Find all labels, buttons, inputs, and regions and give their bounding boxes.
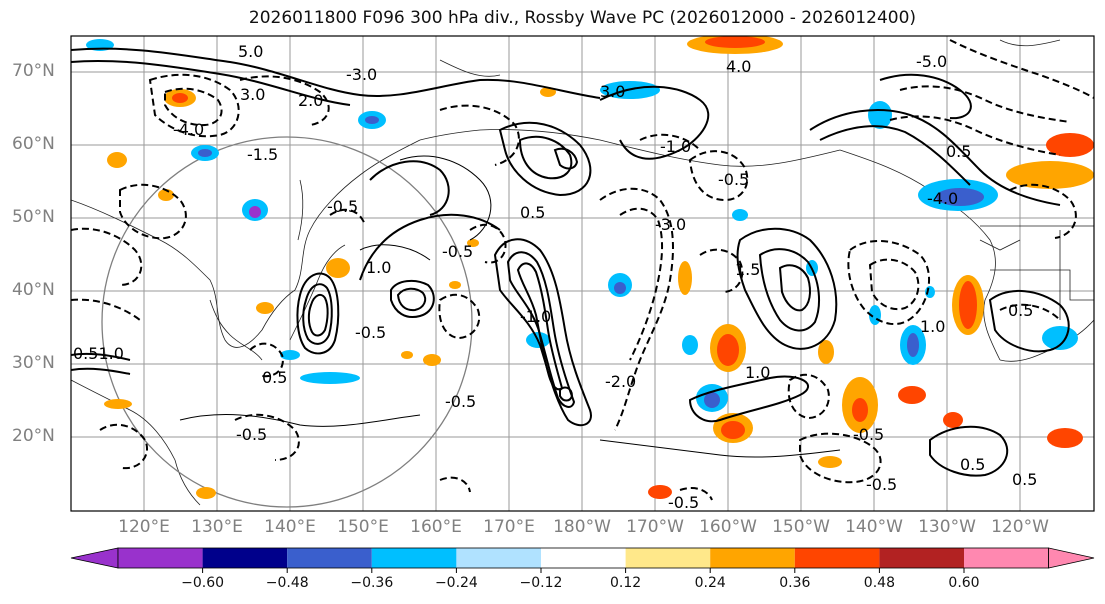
negative-contours — [71, 39, 1094, 501]
contour-label-m2-0: -2.0 — [605, 372, 636, 391]
colorbar-tick-label: 0.36 — [779, 575, 811, 591]
map-border — [70, 35, 1095, 512]
reference-circle — [101, 136, 473, 508]
colorbar-swatch-5 — [456, 548, 541, 568]
colorbar-swatch-3 — [287, 548, 372, 568]
lat-label-70n: 70°N — [12, 61, 55, 81]
map-title: 2026011800 F096 300 hPa div., Rossby Wav… — [248, 8, 917, 28]
lat-label-20n: 20°N — [12, 426, 55, 446]
contour-label-3-0: 3.0 — [240, 85, 265, 104]
contour-label-1-5: 1.5 — [735, 260, 760, 279]
lon-label-180w: 180°W — [553, 517, 611, 537]
colorbar-swatch-4 — [371, 548, 457, 568]
contour-label-0-5b: 0.5 — [262, 368, 287, 387]
lon-label-170e: 170°E — [483, 517, 535, 537]
colorbar-tick-label: 0.60 — [948, 575, 980, 591]
contour-label-m5-0: -5.0 — [916, 52, 947, 71]
contour-label-1-0: 1.0 — [366, 258, 391, 277]
contour-label-m1-0: -1.0 — [660, 137, 691, 156]
contour-label-3-0b: 3.0 — [600, 82, 625, 101]
colorbar-outline — [117, 547, 1049, 569]
contour-label-0-5d: 0.5 — [946, 142, 971, 161]
colorbar-swatch-9 — [794, 548, 880, 568]
contour-label-m0-5b: -0.5 — [718, 170, 749, 189]
contour-label-m0-5e: -0.5 — [668, 493, 699, 512]
lat-label-50n: 50°N — [12, 207, 55, 227]
positive-contours — [71, 47, 1070, 477]
contour-label-0-5: 0.5 — [520, 203, 545, 222]
lon-label-160w: 160°W — [699, 517, 757, 537]
contour-label-m4-0: -4.0 — [173, 120, 204, 139]
colorbar-swatch-10 — [879, 548, 964, 568]
contour-label-m3-0b: -3.0 — [655, 215, 686, 234]
colorbar-swatch-6 — [541, 548, 626, 568]
contour-label-2-0: 2.0 — [298, 91, 323, 110]
contour-label-0-5f: 0.51.0 — [73, 344, 124, 363]
contour-label-0-5c: 0.5 — [1012, 470, 1037, 489]
lon-label-150w: 150°W — [772, 517, 830, 537]
zero-contours — [179, 155, 841, 458]
contour-label-4-0: 4.0 — [726, 57, 751, 76]
colorbar-tick-label: −0.24 — [434, 575, 478, 591]
colorbar-tick-label: 0.12 — [610, 575, 642, 591]
contour-label-m4-0b: -4.0 — [927, 189, 958, 208]
colorbar-tick-label: 0.48 — [863, 575, 895, 591]
colorbar-swatch-2 — [202, 548, 288, 568]
contour-label-m0-5g: -0.5 — [866, 475, 897, 494]
colorbar-swatch-7 — [625, 548, 711, 568]
colorbar-tick-label: −0.36 — [350, 575, 394, 591]
lon-label-150e: 150°E — [337, 517, 389, 537]
contour-label-0-5e: 0.5 — [1008, 301, 1033, 320]
lon-label-160e: 160°E — [410, 517, 462, 537]
contour-label-m1-5: -1.5 — [247, 145, 278, 164]
lon-label-140w: 140°W — [845, 517, 903, 537]
colorbar-swatch-1 — [118, 548, 203, 568]
colorbar-swatch-8 — [710, 548, 795, 568]
lat-label-40n: 40°N — [12, 280, 55, 300]
lon-label-130w: 130°W — [918, 517, 976, 537]
colorbar-tick-label: −0.60 — [181, 575, 225, 591]
colorbar-over-arrow — [1048, 547, 1095, 569]
lon-label-140e: 140°E — [264, 517, 316, 537]
contour-label-m0-5f: -0.5 — [853, 425, 884, 444]
colorbar-tick-label: −0.12 — [519, 575, 563, 591]
contour-label-1-0c: 1.0 — [745, 363, 770, 382]
contour-label-1-0b: 1.0 — [920, 317, 945, 336]
contour-label-m0-5h: -0.5 — [445, 392, 476, 411]
contour-label-0-5g: 0.5 — [960, 455, 985, 474]
contour-labels: 5.0 -3.0 3.0 -4.0 2.0 -1.5 3.0 4.0 1.5 1… — [73, 42, 1037, 512]
lon-label-120e: 120°E — [118, 517, 170, 537]
lon-label-170w: 170°W — [626, 517, 684, 537]
colorbar-tick-label: 0.24 — [694, 575, 726, 591]
colorbar-tick-label: −0.48 — [265, 575, 309, 591]
contour-label-5-0: 5.0 — [238, 42, 263, 61]
contour-label-m3-0: -3.0 — [346, 65, 377, 84]
contour-label-m0-5c: -0.5 — [236, 425, 267, 444]
contour-label-m0-5d: -0.5 — [355, 323, 386, 342]
lon-label-120w: 120°W — [991, 517, 1049, 537]
colorbar-under-arrow — [70, 547, 119, 569]
contour-label-m0-5: -0.5 — [327, 197, 358, 216]
contour-label-m1-0b: -1.0 — [520, 307, 551, 326]
lon-label-130e: 130°E — [191, 517, 243, 537]
colorbar — [70, 547, 1095, 573]
lat-label-30n: 30°N — [12, 353, 55, 373]
colorbar-swatch-11 — [964, 548, 1049, 568]
lat-label-60n: 60°N — [12, 134, 55, 154]
contour-label-m0-5i: -0.5 — [442, 242, 473, 261]
